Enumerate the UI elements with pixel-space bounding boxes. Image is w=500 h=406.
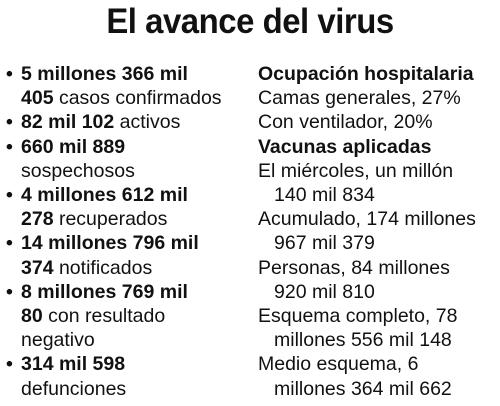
stat-recovered: • 4 millones 612 mil 278 recuperados [6, 183, 256, 231]
stat-label: recuperados [53, 208, 168, 231]
details-column: Ocupación hospitalaria Camas generales, … [258, 62, 498, 401]
stat-label: casos confirmados [53, 87, 222, 110]
vaccine-row-cont: 967 mil 379 [274, 232, 375, 255]
stat-value-tail: 80 [21, 305, 43, 328]
vaccine-row: Medio esquema, 6 [258, 353, 419, 376]
stat-value: 82 mil 102 [21, 111, 115, 134]
stat-label: activos [114, 111, 181, 134]
bullet-icon: • [6, 135, 13, 158]
stat-notified: • 14 millones 796 mil 374 notificados [6, 231, 256, 279]
stats-column: • 5 millones 366 mil 405 casos confirmad… [6, 62, 256, 401]
hospital-row: Camas generales, 27% [258, 87, 461, 110]
vaccine-row-cont: 140 mil 834 [274, 184, 375, 207]
stat-label: notificados [53, 256, 153, 279]
stat-value: 314 mil 598 [21, 353, 126, 376]
bullet-icon: • [6, 63, 13, 85]
vaccine-row-cont: 920 mil 810 [274, 280, 375, 303]
stat-label: sospechosos [21, 159, 135, 182]
vaccine-row: El miércoles, un millón [258, 159, 454, 182]
vaccine-row: Personas, 84 millones [258, 256, 450, 279]
stat-negative: • 8 millones 769 mil 80 con resultado ne… [6, 280, 256, 353]
bullet-icon: • [6, 232, 13, 255]
stat-value-tail: 374 [21, 256, 54, 279]
bullet-icon: • [6, 111, 13, 134]
stat-label-cont: negativo [21, 329, 95, 352]
vaccines-heading: Vacunas aplicadas [258, 135, 432, 158]
stat-active: • 82 mil 102 activos [6, 110, 256, 134]
stat-value: 8 millones 769 mil [21, 280, 188, 303]
stat-value: 5 millones 366 mil [21, 63, 188, 85]
stat-value: 660 mil 889 [21, 135, 126, 158]
stat-label: defunciones [21, 377, 127, 400]
vaccine-row-cont: millones 556 mil 148 [274, 329, 452, 352]
vaccine-row-cont: millones 364 mil 662 [274, 377, 452, 400]
page-title: El avance del virus [106, 2, 394, 41]
stat-suspected: • 660 mil 889 sospechosos [6, 135, 256, 183]
stat-value-tail: 278 [21, 208, 54, 231]
stat-value: 4 millones 612 mil [21, 184, 188, 207]
hospital-row: Con ventilador, 20% [258, 111, 433, 134]
stat-label: con resultado [42, 305, 166, 328]
hospital-heading: Ocupación hospitalaria [258, 63, 474, 85]
bullet-icon: • [6, 353, 13, 376]
stat-confirmed: • 5 millones 366 mil 405 casos confirmad… [6, 62, 256, 110]
stat-value: 14 millones 796 mil [21, 232, 199, 255]
stat-value-tail: 405 [21, 87, 54, 110]
vaccine-row: Esquema completo, 78 [258, 305, 458, 328]
bullet-icon: • [6, 184, 13, 207]
stat-deaths: • 314 mil 598 defunciones [6, 352, 256, 400]
bullet-icon: • [6, 280, 13, 303]
vaccine-row: Acumulado, 174 millones [258, 208, 476, 231]
